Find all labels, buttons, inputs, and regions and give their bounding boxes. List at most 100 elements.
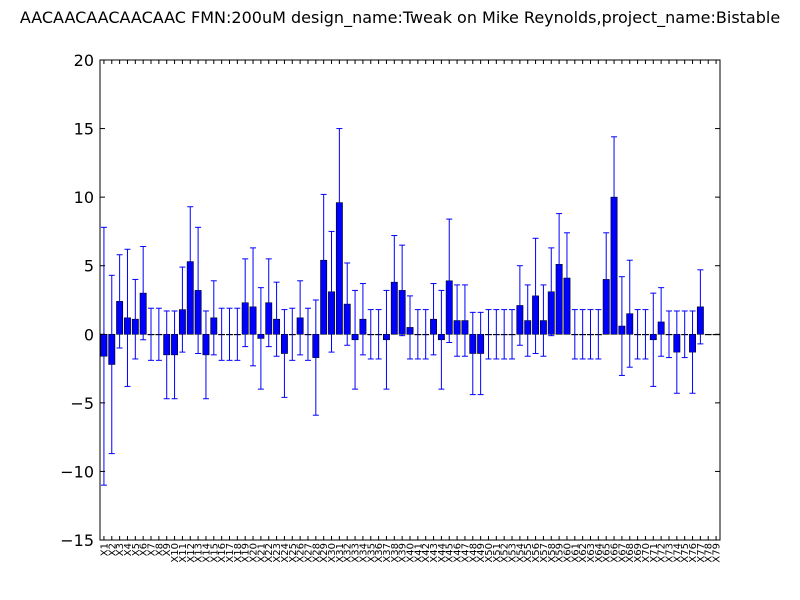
x-tick-label-X57: X57 <box>539 543 550 563</box>
x-tick-label-X63: X63 <box>586 543 597 563</box>
errorbar-X19 <box>242 258 249 348</box>
x-tick-label-X32: X32 <box>343 543 354 563</box>
errorbar-X54 <box>516 265 523 346</box>
x-tick-label-X11: X11 <box>178 543 189 563</box>
chart-title: AACAACAACAACAAC FMN:200uM design_name:Tw… <box>20 8 780 28</box>
errorbar-X10 <box>171 310 178 400</box>
errorbar-X4 <box>124 248 131 387</box>
x-tick-label-X7: X7 <box>147 543 158 556</box>
errorbar-X69 <box>634 309 641 360</box>
errorbar-X16 <box>218 307 225 361</box>
x-tick-label-X13: X13 <box>194 543 205 563</box>
errorbar-X72 <box>658 287 665 357</box>
x-tick-label-X39: X39 <box>398 543 409 563</box>
errorbar-X12 <box>187 206 194 317</box>
x-tick-label-X68: X68 <box>625 543 636 563</box>
errorbar-X77 <box>697 269 704 345</box>
y-tick-label-15: 15 <box>74 120 94 139</box>
x-tick-label-X28: X28 <box>311 543 322 563</box>
errorbar-X11 <box>179 266 186 353</box>
x-tick-label-X51: X51 <box>492 543 503 563</box>
errorbar-X32 <box>344 262 351 346</box>
errorbar-X64 <box>595 309 602 360</box>
errorbar-X41 <box>414 309 421 360</box>
x-tick-label-X54: X54 <box>515 543 526 563</box>
x-tick-label-X74: X74 <box>672 543 683 563</box>
errorbar-X67 <box>618 276 625 376</box>
x-tick-label-X47: X47 <box>460 543 471 563</box>
x-tick-label-X20: X20 <box>249 543 260 563</box>
errorbar-X2 <box>108 274 115 455</box>
x-tick-label-X50: X50 <box>484 543 495 563</box>
x-tick-label-X19: X19 <box>241 543 252 563</box>
x-tick-label-X33: X33 <box>351 543 362 563</box>
x-tick-label-X18: X18 <box>233 543 244 563</box>
errorbar-X18 <box>234 307 241 361</box>
bar-X78 <box>704 333 712 336</box>
x-tick-label-X24: X24 <box>280 543 291 563</box>
x-tick-label-X67: X67 <box>617 543 628 563</box>
x-tick-label-X34: X34 <box>358 543 369 563</box>
x-tick-label-X42: X42 <box>421 543 432 563</box>
y-axis: −15 −10 −5 0 5 10 15 20 <box>60 51 720 550</box>
errorbar-X24 <box>281 309 288 398</box>
errorbar-X3 <box>116 254 123 349</box>
x-tick-label-X23: X23 <box>272 543 283 563</box>
errorbar-X59 <box>556 213 563 316</box>
errorbar-X56 <box>532 237 539 354</box>
errorbar-X65 <box>603 232 610 327</box>
errorbar-X13 <box>195 226 202 354</box>
errorbar-X45 <box>446 218 453 344</box>
errorbar-X14 <box>202 310 209 400</box>
errorbar-X15 <box>210 280 217 356</box>
errorbar-X70 <box>642 309 649 360</box>
errorbar-X9 <box>163 310 170 400</box>
errorbar-X38 <box>391 235 398 330</box>
errorbar-X26 <box>297 280 304 356</box>
errorbar-X71 <box>650 292 657 387</box>
errorbar-X50 <box>485 309 492 360</box>
errorbar-X75 <box>681 310 688 359</box>
errorbar-X37 <box>383 289 390 390</box>
x-tick-label-X8: X8 <box>154 543 165 556</box>
errorbar-X42 <box>422 309 429 360</box>
errorbar-X7 <box>148 307 155 361</box>
x-tick-label-X31: X31 <box>335 543 346 563</box>
errorbars-group <box>100 128 704 486</box>
x-tick-label-X77: X77 <box>696 543 707 563</box>
x-tick-label-X5: X5 <box>131 543 142 556</box>
errorbar-X61 <box>571 309 578 360</box>
errorbar-X35 <box>367 309 374 360</box>
x-tick-label-X21: X21 <box>256 543 267 563</box>
errorbar-X52 <box>501 309 508 360</box>
errorbar-X33 <box>352 289 359 390</box>
x-tick-label-X17: X17 <box>225 543 236 563</box>
errorbar-X1 <box>100 226 107 486</box>
x-tick-label-X41: X41 <box>413 543 424 563</box>
x-tick-label-X3: X3 <box>115 543 126 556</box>
plot-frame <box>99 59 721 541</box>
y-tick-label--5: −5 <box>70 394 94 413</box>
errorbar-X31 <box>336 128 343 278</box>
errorbar-X40 <box>407 295 413 360</box>
x-tick-label-X46: X46 <box>453 543 464 563</box>
x-tick-label-X69: X69 <box>633 543 644 563</box>
x-tick-label-X44: X44 <box>437 543 448 563</box>
errorbar-X17 <box>226 307 233 361</box>
errorbar-X53 <box>509 309 516 360</box>
errorbar-X60 <box>563 232 570 324</box>
x-tick-label-X60: X60 <box>562 543 573 563</box>
errorbar-X74 <box>673 310 680 394</box>
x-tick-label-X76: X76 <box>688 543 699 563</box>
x-tick-label-X1: X1 <box>99 543 110 556</box>
x-tick-label-X73: X73 <box>664 543 675 563</box>
errorbar-X36 <box>375 309 382 360</box>
errorbar-X62 <box>579 309 586 360</box>
errorbar-X58 <box>548 247 555 337</box>
errorbar-X76 <box>689 310 696 394</box>
errorbar-X73 <box>665 310 672 359</box>
y-tick-label-10: 10 <box>74 188 94 207</box>
x-tick-label-X37: X37 <box>382 543 393 563</box>
errorbar-X39 <box>399 244 406 337</box>
errorbar-X29 <box>320 193 327 327</box>
